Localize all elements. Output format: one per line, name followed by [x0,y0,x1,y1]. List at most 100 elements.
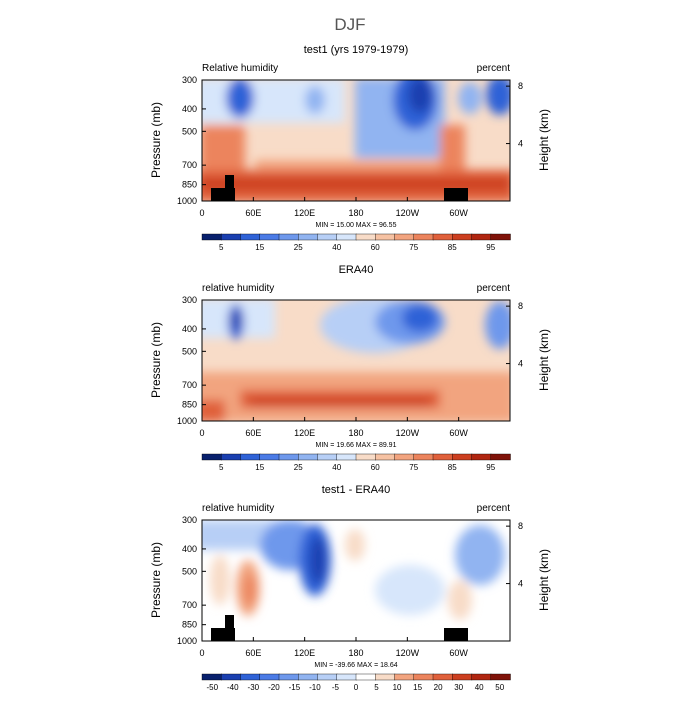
stats-text: MIN = 15.00 MAX = 96.55 [316,222,397,229]
colorbar-label: 10 [393,683,402,692]
y-tick-label: 500 [182,126,197,136]
colorbar-label: 15 [413,683,422,692]
x-tick-label: 0 [199,428,204,438]
colorbar-label: -30 [248,683,260,692]
y-tick-label: 850 [182,620,197,630]
colorbar-label: 25 [294,243,303,252]
colorbar-swatch [317,233,338,241]
x-tick-label: 120W [396,648,420,658]
y-axis-label: Pressure (mb) [149,322,163,398]
x-tick-label: 120E [294,648,315,658]
colorbar-swatch [413,673,434,681]
colorbar-swatch [355,673,376,681]
y-tick-label: 1000 [177,196,197,206]
colorbar-swatch [394,673,415,681]
colorbar-swatch [490,453,511,461]
y2-tick-label: 8 [518,521,523,531]
colorbar-swatch [221,453,242,461]
colorbar-swatch [278,233,299,241]
generated-axes-and-colorbars: 0 60E 120E 180 120W 60W3004005007008501000845… [177,75,523,692]
colorbar-label: 15 [255,243,264,252]
y-tick-label: 500 [182,566,197,576]
x-tick-label: 180 [348,208,363,218]
x-tick-label: 120E [294,208,315,218]
y-axis-label: Pressure (mb) [149,542,163,618]
colorbar-label: 5 [219,243,224,252]
colorbar-swatch [413,233,434,241]
colorbar-label: 95 [486,463,495,472]
colorbar-swatch [355,233,376,241]
colorbar-swatch [278,673,299,681]
colorbar-swatch [394,233,415,241]
heatmap-field [202,300,510,421]
colorbar-swatch [317,453,338,461]
x-tick-label: 0 [199,208,204,218]
x-tick-label: 60E [245,208,261,218]
panel-right-label: percent [477,503,511,514]
colorbar-label: 40 [332,463,341,472]
y-tick-label: 300 [182,515,197,525]
colorbar-swatch [259,673,280,681]
colorbar-swatch [471,233,492,241]
colorbar-swatch [355,453,376,461]
y-tick-label: 700 [182,160,197,170]
colorbar-swatch [336,453,357,461]
colorbar-swatch [432,453,453,461]
colorbar-label: 20 [434,683,443,692]
colorbar-swatch [221,233,242,241]
panel-title: ERA40 [339,264,374,276]
colorbar-swatch [240,673,261,681]
panel-right-label: percent [477,283,511,294]
colorbar-swatch [278,453,299,461]
x-tick-label: 60W [449,648,468,658]
y2-axis-label: Height (km) [537,109,551,171]
stats-text: MIN = -39.66 MAX = 18.64 [314,662,397,669]
colorbar-swatch [490,233,511,241]
x-tick-label: 60W [449,208,468,218]
colorbar-swatch [375,233,396,241]
colorbar-label: 95 [486,243,495,252]
y-tick-label: 1000 [177,636,197,646]
panel-right-label: percent [477,63,511,74]
colorbar-swatch [298,233,319,241]
panel-difference: test1 - ERA40 relative humidity percent [149,484,551,669]
figure-title: DJF [334,15,365,34]
y-tick-label: 700 [182,600,197,610]
x-tick-label: 180 [348,648,363,658]
colorbar-swatch [432,673,453,681]
colorbar-swatch [452,673,473,681]
y2-tick-label: 8 [518,301,523,311]
y-tick-label: 300 [182,75,197,85]
y-tick-label: 500 [182,346,197,356]
colorbar-swatch [375,673,396,681]
y-tick-label: 400 [182,104,197,114]
colorbar-label: -10 [309,683,321,692]
y-tick-label: 850 [182,400,197,410]
colorbar-label: -50 [206,683,218,692]
colorbar-label: 75 [409,243,418,252]
colorbar-label: 15 [255,463,264,472]
panel-title: test1 (yrs 1979-1979) [304,44,409,56]
heatmap-field [202,520,510,641]
colorbar-swatch [317,673,338,681]
colorbar-label: -5 [332,683,340,692]
colorbar-swatch [201,453,222,461]
colorbar-swatch [240,233,261,241]
colorbar-swatch [490,673,511,681]
colorbar-label: 60 [371,243,380,252]
colorbar-swatch [240,453,261,461]
panel-test1: test1 (yrs 1979-1979) Relative humidity … [149,44,551,229]
colorbar-label: 5 [374,683,379,692]
colorbar-swatch [221,673,242,681]
colorbar-label: 85 [448,243,457,252]
colorbar-label: 30 [454,683,463,692]
y-tick-label: 1000 [177,416,197,426]
y2-axis-label: Height (km) [537,329,551,391]
heatmap-field [202,80,510,201]
y2-tick-label: 4 [518,139,523,149]
x-tick-label: 120W [396,428,420,438]
colorbar-swatch [452,233,473,241]
colorbar-swatch [452,453,473,461]
colorbar-swatch [413,453,434,461]
colorbar-swatch [432,233,453,241]
